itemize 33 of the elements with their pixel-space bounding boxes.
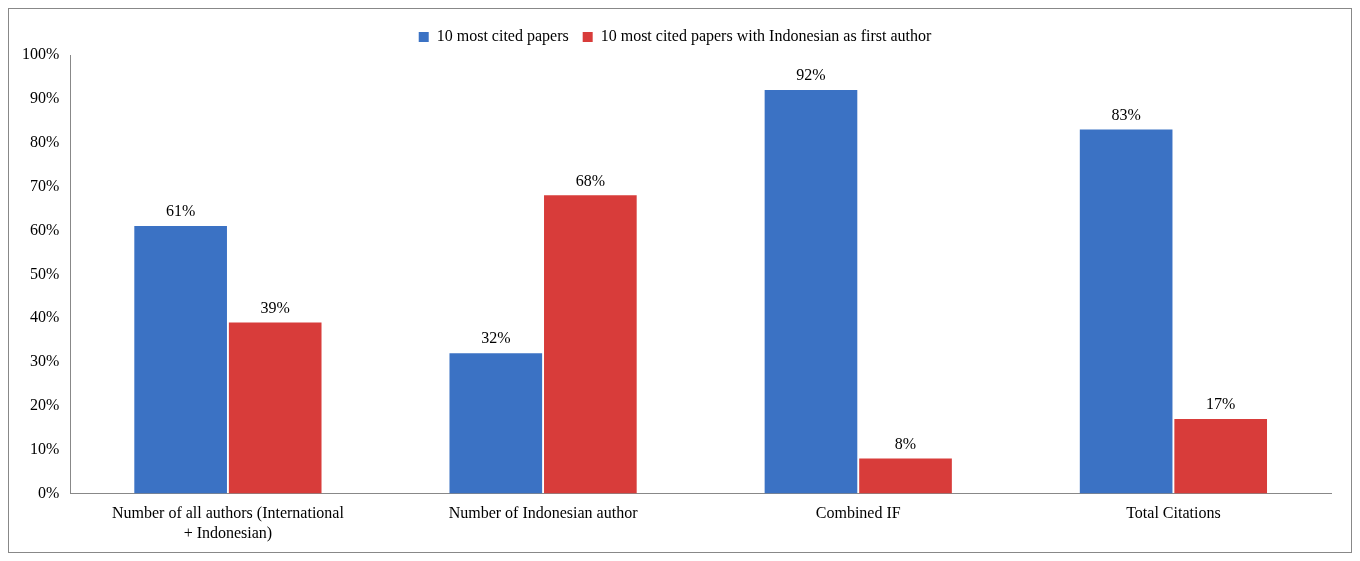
data-label: 92% xyxy=(796,66,826,84)
bar xyxy=(859,458,952,494)
y-tick-label: 60% xyxy=(30,220,60,238)
bar xyxy=(1079,129,1173,494)
bar xyxy=(449,353,543,494)
data-label: 61% xyxy=(165,202,196,220)
bar xyxy=(1174,419,1268,494)
x-tick-label: Combined IF xyxy=(815,504,901,522)
y-tick-label: 50% xyxy=(30,264,60,282)
data-label: 32% xyxy=(481,329,511,347)
data-label: 39% xyxy=(260,298,290,316)
y-tick-label: 70% xyxy=(30,176,60,194)
y-tick-label: 90% xyxy=(30,89,60,107)
y-tick-label: 100% xyxy=(22,45,60,63)
y-tick-label: 0% xyxy=(38,483,60,501)
y-tick-label: 10% xyxy=(30,439,60,457)
data-label: 68% xyxy=(575,171,606,189)
bar xyxy=(544,195,637,494)
bar xyxy=(764,90,858,494)
legend-label: 10 most cited papers xyxy=(436,27,569,46)
bar xyxy=(134,226,227,494)
y-tick-label: 40% xyxy=(30,308,60,326)
y-tick-label: 30% xyxy=(30,352,60,370)
y-tick-label: 80% xyxy=(30,132,60,150)
y-tick-label: 20% xyxy=(30,396,60,414)
x-tick-label: Total Citations xyxy=(1126,504,1221,522)
legend-label: 10 most cited papers with Indonesian as first author xyxy=(600,27,932,46)
x-tick-label: Number of all authors (International + Indonesian) xyxy=(111,504,345,542)
data-label: 8% xyxy=(894,434,917,452)
data-label: 17% xyxy=(1206,395,1236,413)
x-tick-label: Number of Indonesian author xyxy=(448,504,639,522)
bar xyxy=(228,322,322,494)
data-label: 83% xyxy=(1111,105,1141,123)
